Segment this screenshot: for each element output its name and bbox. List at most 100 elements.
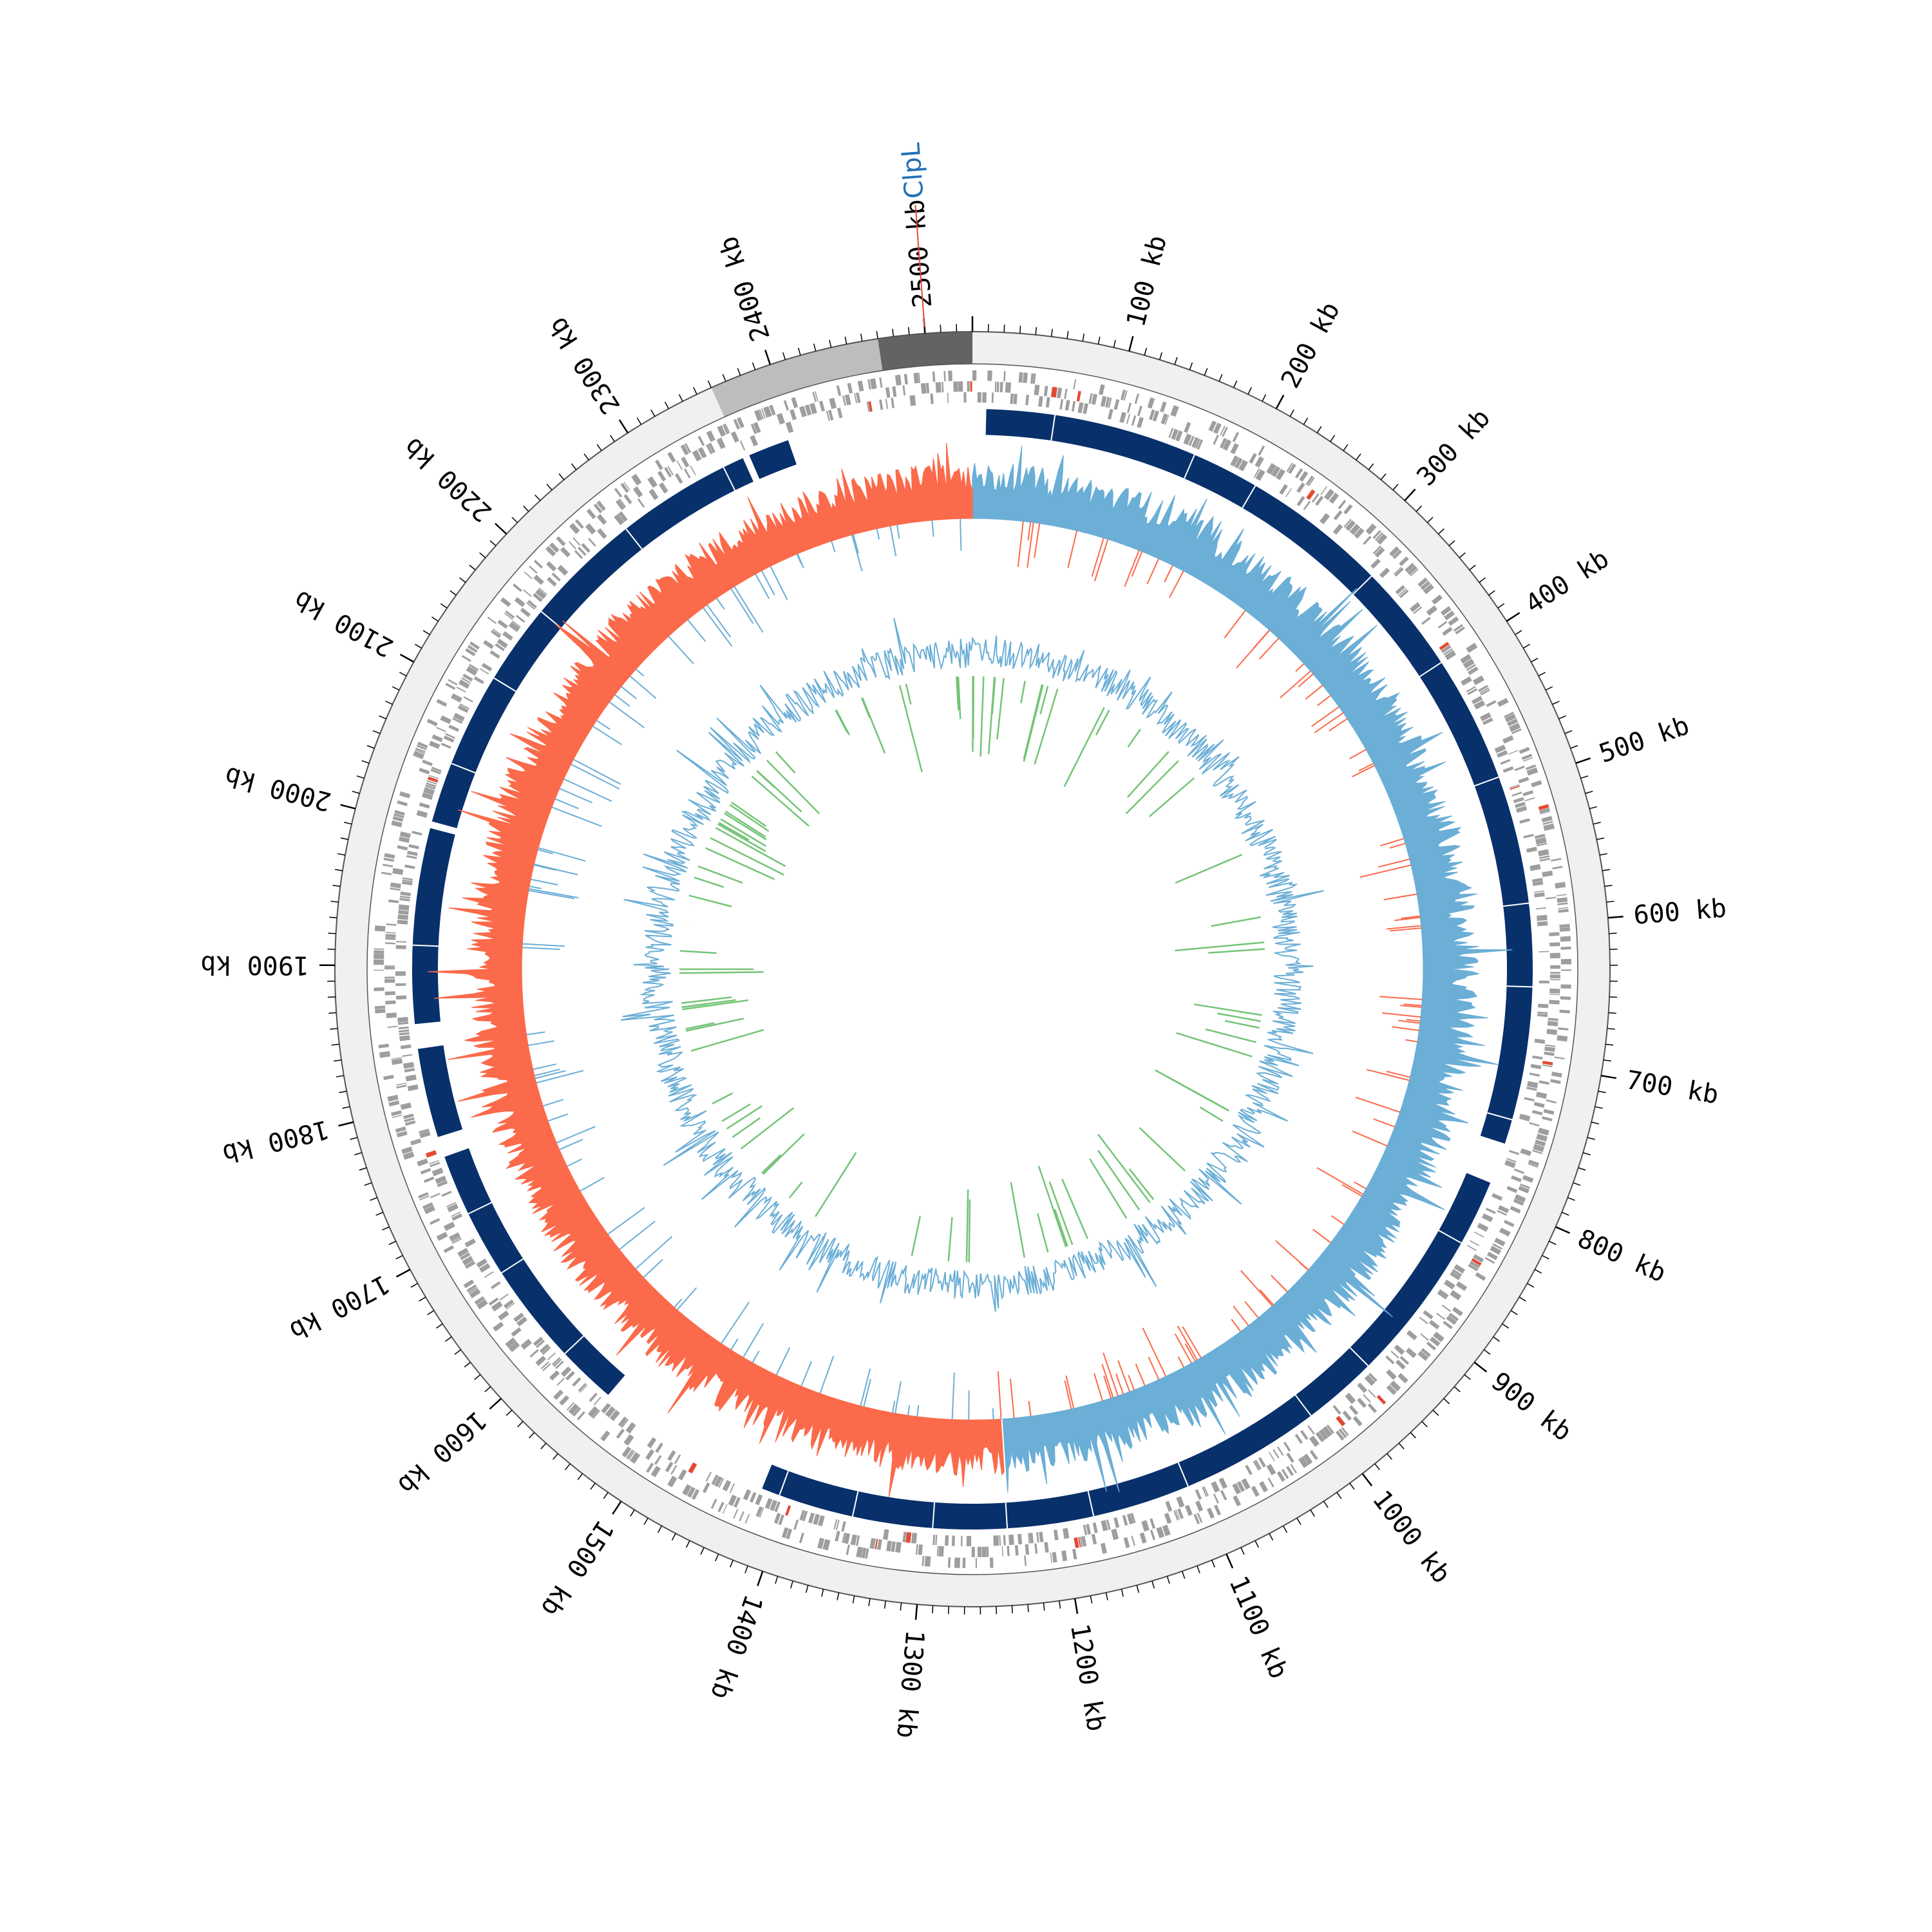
blast-hit-separator: [851, 1491, 859, 1517]
minor-tick: [435, 1323, 443, 1329]
cds-feature: [1436, 1312, 1446, 1320]
minor-tick: [535, 494, 541, 501]
gene-marker-line: [914, 205, 925, 327]
gc-skew-spike: [775, 1347, 791, 1376]
cds-feature: [692, 450, 702, 462]
blast-hit-separator: [1294, 1394, 1312, 1416]
gc-skew-spike: [1067, 530, 1078, 568]
minor-tick: [813, 343, 817, 352]
cds-feature: [415, 749, 425, 754]
cds-feature: [1497, 697, 1509, 707]
gc-skew-spike: [542, 1099, 564, 1107]
cds-feature: [484, 1271, 494, 1278]
cds-feature: [799, 1510, 805, 1520]
minor-tick: [1519, 1296, 1526, 1302]
gc-skew-spike: [592, 725, 622, 746]
cds-feature: [1267, 1477, 1274, 1488]
cds-feature: [1547, 1021, 1558, 1027]
gc-skew-spike: [534, 1068, 560, 1077]
minor-tick: [361, 760, 370, 764]
cds-feature: [1497, 750, 1508, 758]
gc-skew-spike: [1316, 1167, 1364, 1195]
cds-feature: [743, 1489, 752, 1501]
minor-tick: [328, 1012, 337, 1014]
cds-feature: [1160, 401, 1167, 413]
cds-feature: [1386, 1369, 1397, 1380]
gc-content-spike: [715, 827, 786, 867]
minor-tick: [332, 884, 341, 887]
cds-feature: [481, 663, 493, 672]
major-tick: [340, 804, 356, 810]
cds-feature: [722, 1480, 732, 1492]
cds-feature: [419, 1195, 430, 1200]
cds-feature: [1184, 422, 1191, 433]
cds-feature: [605, 1406, 616, 1418]
cds-feature: [1177, 1508, 1184, 1519]
minor-tick: [479, 552, 486, 558]
cds-feature: [1007, 1546, 1010, 1557]
cds-feature: [1536, 1133, 1548, 1142]
cds-feature: [1511, 728, 1522, 735]
minor-tick: [388, 1240, 396, 1245]
cds-feature: [1544, 1051, 1555, 1056]
cds-feature: [1481, 1213, 1493, 1222]
cds-feature: [1539, 1080, 1549, 1085]
cds-feature: [1219, 437, 1227, 449]
cds-feature: [1168, 428, 1174, 439]
cds-feature: [869, 378, 877, 390]
cds-feature: [513, 583, 522, 592]
gc-skew-spike: [1182, 1326, 1202, 1358]
gc-skew-spike: [1398, 1019, 1421, 1024]
gc-content-spike: [968, 1199, 971, 1262]
cds-feature: [1273, 1449, 1280, 1459]
cds-feature: [878, 399, 884, 410]
cds-feature: [902, 385, 906, 396]
cds-feature: [981, 1546, 987, 1557]
cds-feature: [1300, 1430, 1309, 1440]
cds-feature: [1472, 675, 1485, 685]
cds-feature: [513, 1312, 524, 1323]
cds-feature: [1130, 1513, 1136, 1524]
gc-skew-spike: [621, 686, 637, 699]
cds-feature-track: [374, 370, 1571, 1568]
cds-feature: [1399, 1356, 1410, 1365]
cds-feature: [1134, 393, 1140, 404]
major-tick: [1074, 1598, 1079, 1615]
gc-content-spike: [1126, 751, 1170, 798]
minor-tick: [1247, 387, 1252, 395]
cds-feature: [1535, 907, 1547, 910]
gc-content-spike: [1199, 1106, 1224, 1122]
cds-feature: [1534, 1038, 1546, 1044]
gc-skew-spike: [551, 806, 602, 828]
minor-tick: [1113, 339, 1116, 348]
cds-feature: [1379, 567, 1390, 578]
cds-feature: [631, 473, 642, 486]
cds-feature: [1467, 688, 1478, 696]
cds-feature: [1023, 372, 1028, 383]
tick-label: 2000 kb: [222, 761, 334, 817]
minor-tick: [392, 686, 400, 691]
cds-feature: [841, 1520, 846, 1532]
cds-feature: [1490, 1245, 1502, 1255]
cds-feature: [424, 1205, 435, 1215]
cds-feature: [1504, 714, 1517, 723]
cds-feature: [1555, 882, 1566, 889]
minor-tick: [844, 336, 848, 345]
cds-feature: [655, 1443, 663, 1453]
cds-feature: [1367, 1403, 1378, 1414]
blast-hit-separator: [1419, 661, 1442, 677]
gc-skew-spike: [1305, 685, 1323, 700]
cds-feature: [667, 451, 676, 463]
minor-tick: [1587, 1137, 1595, 1141]
cds-feature: [1275, 468, 1285, 480]
cds-feature: [1549, 972, 1560, 974]
blast-hit-block-2: [762, 1173, 1491, 1530]
cds-feature: [1448, 1312, 1459, 1321]
cds-feature: [1170, 405, 1179, 417]
cds-feature: [1311, 493, 1320, 503]
cds-feature: [462, 674, 473, 682]
minor-tick: [715, 1553, 719, 1562]
cds-feature: [398, 904, 410, 911]
blast-hit-separator: [501, 1258, 524, 1274]
cds-feature: [395, 940, 407, 943]
